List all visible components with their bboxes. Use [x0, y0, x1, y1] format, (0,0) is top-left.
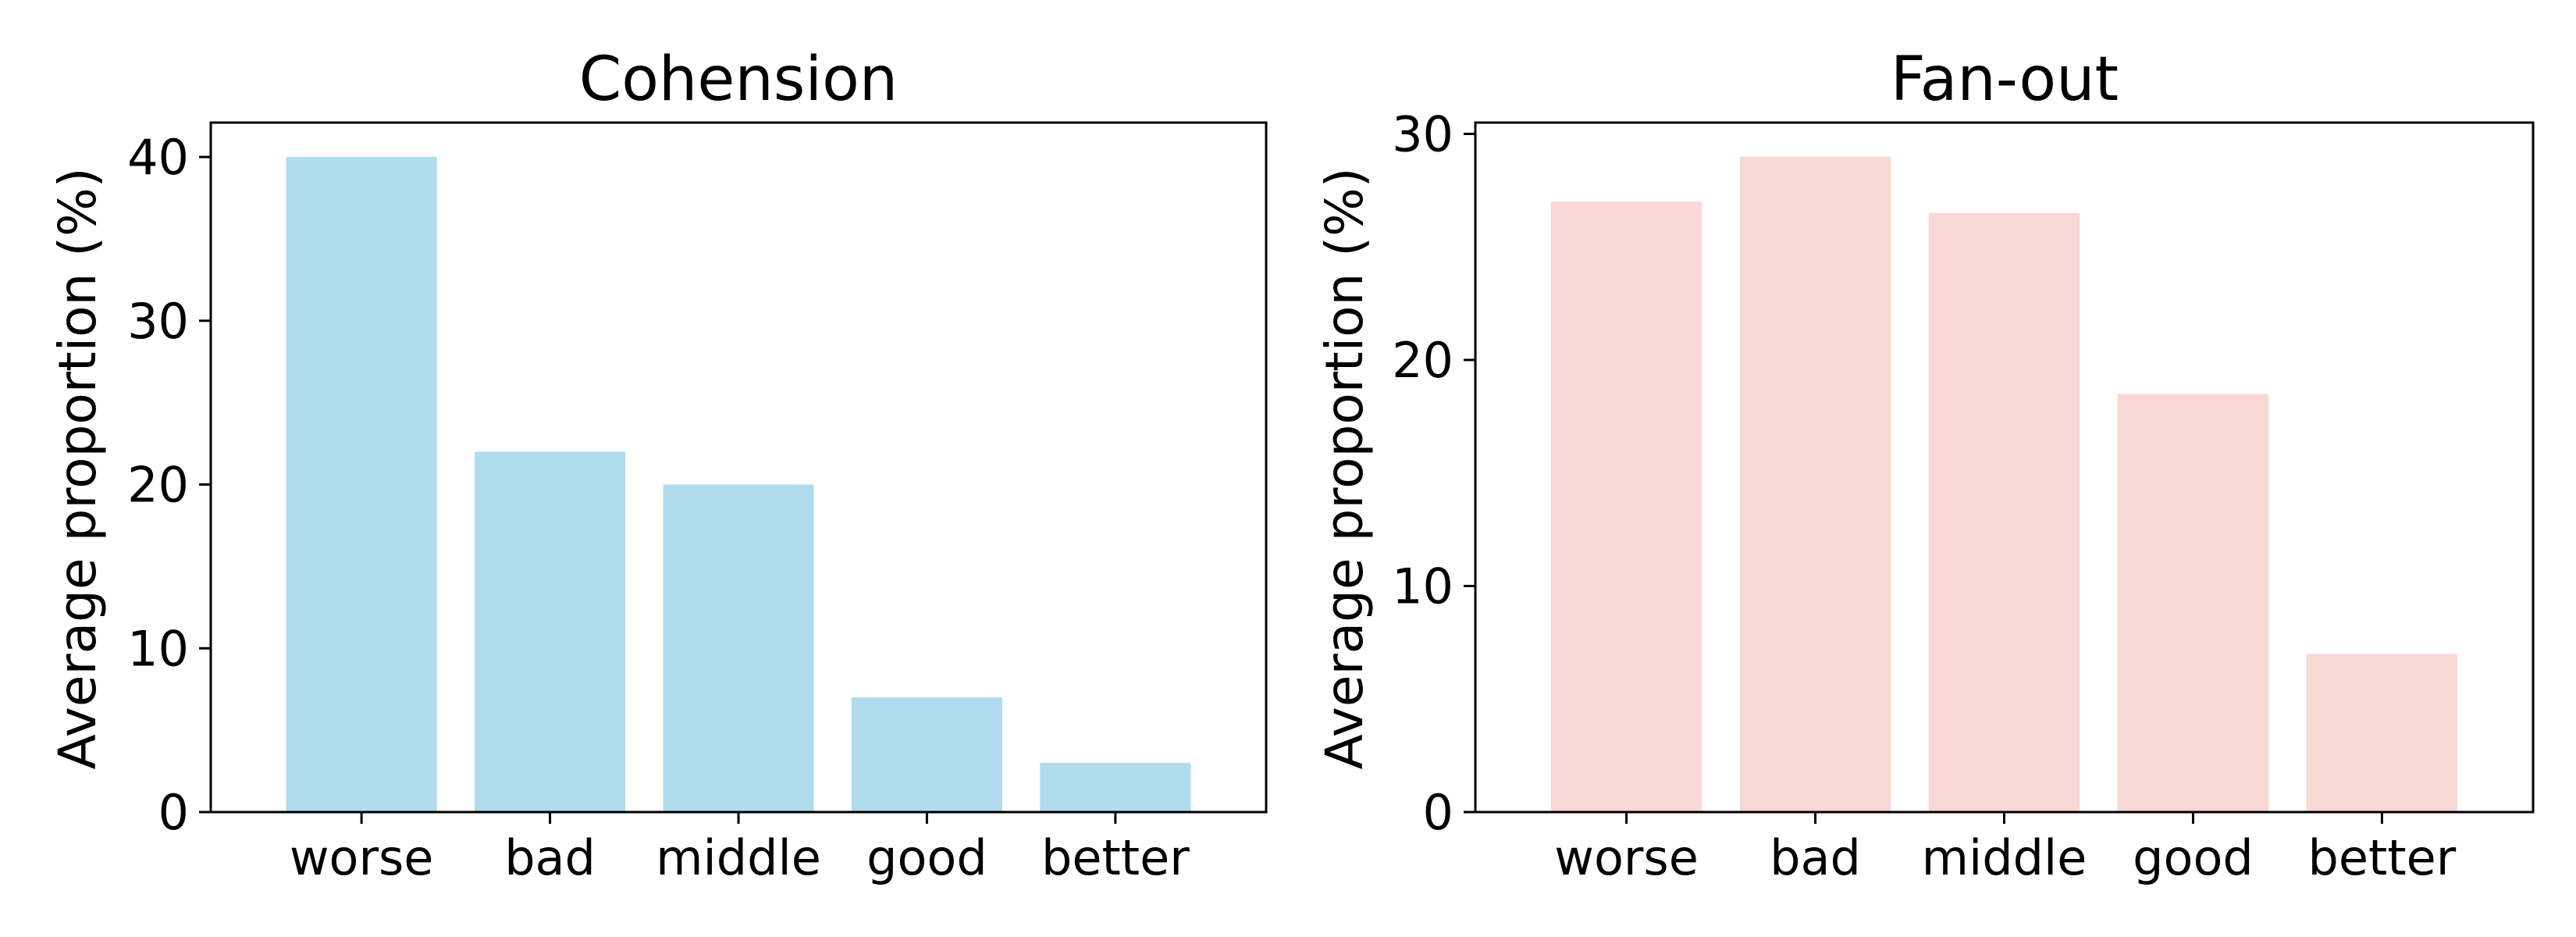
y-tick-label: 0 — [158, 784, 189, 841]
chart-title: Cohension — [579, 45, 898, 115]
x-tick-label-bad: bad — [1770, 829, 1861, 886]
y-tick-label: 40 — [127, 129, 189, 186]
chart-panel-fan-out: Fan-out Average proportion (%) worse bad m… — [1315, 45, 2535, 886]
chart-panel-cohension: Cohension Average proportion (%) worse ba… — [48, 45, 1268, 886]
bar-better — [1040, 763, 1191, 812]
bar-bad — [1739, 156, 1891, 813]
y-tick-label: 10 — [127, 620, 189, 677]
x-tick-label-good: good — [2133, 829, 2254, 886]
y-tick-label: 10 — [1392, 558, 1453, 615]
bar-middle — [663, 484, 814, 812]
x-tick-label-worse: worse — [1554, 829, 1699, 886]
plot-area: worse bad middle good better 0 10 20 30 — [1392, 105, 2535, 886]
x-tick-label-middle: middle — [1922, 829, 2087, 886]
bar-better — [2306, 654, 2458, 812]
y-tick-label: 20 — [1392, 332, 1453, 389]
bar-middle — [1928, 212, 2080, 812]
bar-worse — [1550, 201, 1703, 812]
bar-worse — [286, 157, 437, 812]
plot-area: worse bad middle good better 0 10 20 30 40 — [127, 121, 1268, 886]
y-tick-label: 30 — [1392, 105, 1453, 162]
x-tick-label-bad: bad — [504, 829, 596, 886]
y-tick-label: 30 — [127, 293, 189, 350]
x-tick-label-better: better — [2308, 829, 2457, 886]
y-tick-label: 20 — [127, 457, 189, 514]
y-tick-label: 0 — [1423, 784, 1453, 841]
bar-good — [2117, 394, 2269, 812]
x-tick-label-middle: middle — [656, 829, 821, 886]
y-axis-label: Average proportion (%) — [48, 168, 108, 770]
bar-bad — [475, 451, 626, 812]
x-tick-label-better: better — [1041, 829, 1190, 886]
bar-good — [851, 697, 1002, 812]
x-tick-label-worse: worse — [290, 829, 434, 886]
y-axis-label: Average proportion (%) — [1315, 168, 1375, 770]
chart-title: Fan-out — [1891, 45, 2119, 115]
x-tick-label-good: good — [866, 829, 987, 886]
